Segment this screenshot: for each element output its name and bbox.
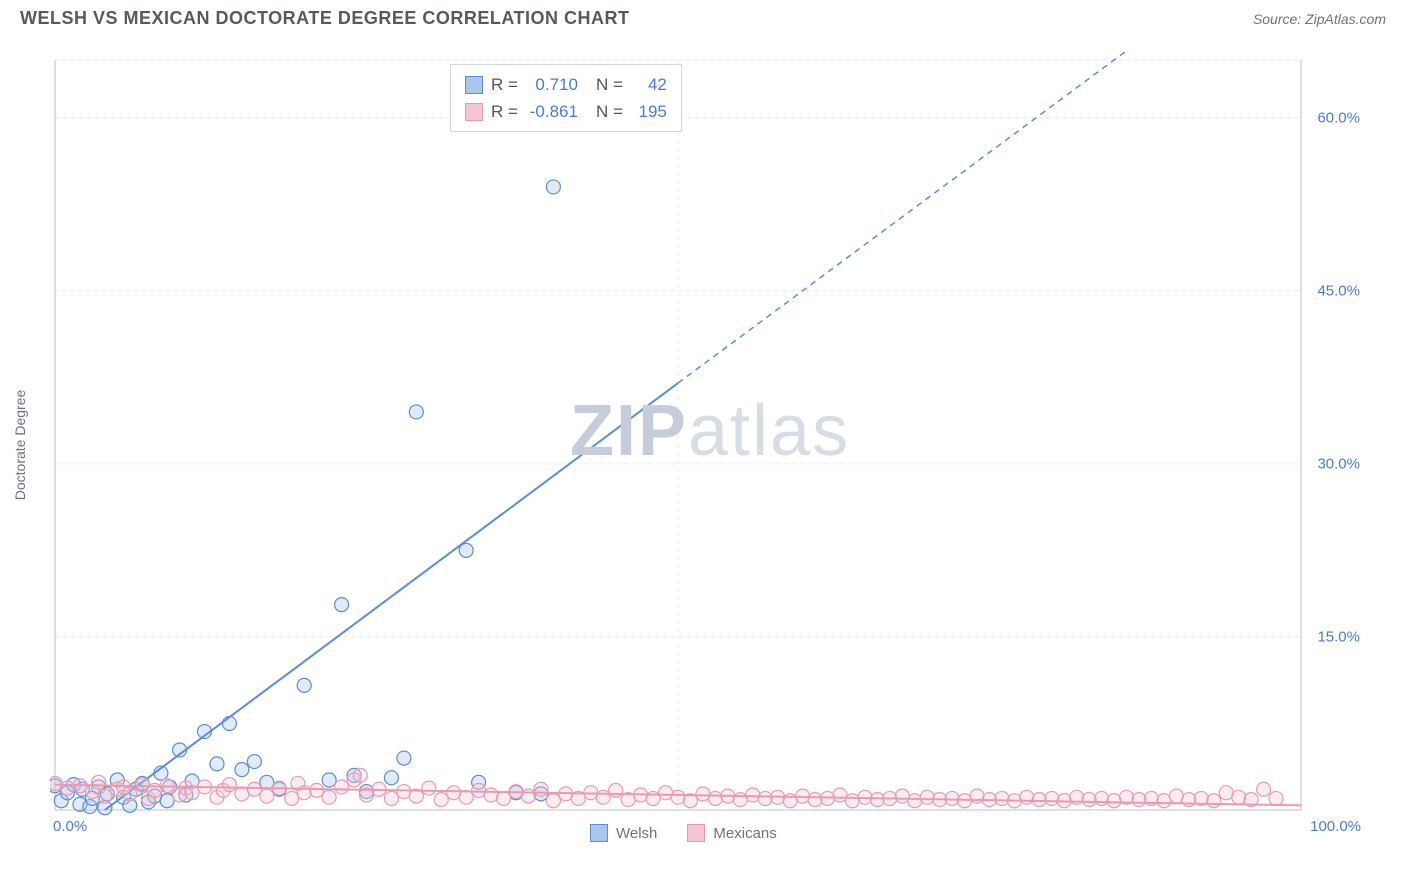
legend-item: Welsh: [590, 824, 657, 842]
legend-swatch: [465, 76, 483, 94]
scatter-plot: [50, 50, 1366, 840]
header: WELSH VS MEXICAN DOCTORATE DEGREE CORREL…: [0, 0, 1406, 33]
chart-area: Doctorate Degree ZIPatlas R =0.710N =42R…: [50, 50, 1366, 840]
chart-title: WELSH VS MEXICAN DOCTORATE DEGREE CORREL…: [20, 8, 630, 29]
ytick-label: 30.0%: [1317, 455, 1360, 472]
xtick-label: 100.0%: [1310, 818, 1361, 835]
ytick-label: 15.0%: [1317, 628, 1360, 645]
ytick-label: 45.0%: [1317, 282, 1360, 299]
stat-r-label: R =: [491, 71, 518, 98]
xtick-label: 0.0%: [53, 818, 87, 835]
legend-swatch: [465, 103, 483, 121]
legend-item: Mexicans: [687, 824, 776, 842]
stat-r-value: -0.861: [526, 98, 578, 125]
stat-r-value: 0.710: [526, 71, 578, 98]
legend-swatch: [590, 824, 608, 842]
bottom-legend: Welsh Mexicans: [590, 824, 777, 842]
stat-n-label: N =: [596, 98, 623, 125]
stats-box: R = 0.710 N = 42 R = -0.861 N = 195: [450, 64, 682, 132]
stat-r-label: R =: [491, 98, 518, 125]
stat-n-value: 195: [631, 98, 667, 125]
stat-n-value: 42: [631, 71, 667, 98]
stats-row: R = 0.710 N = 42: [465, 71, 667, 98]
stats-row: R = -0.861 N = 195: [465, 98, 667, 125]
legend-swatch: [687, 824, 705, 842]
source-label: Source: ZipAtlas.com: [1253, 11, 1386, 27]
legend-label: Welsh: [616, 825, 657, 842]
legend-label: Mexicans: [713, 825, 776, 842]
y-axis-label: Doctorate Degree: [12, 390, 28, 501]
ytick-label: 60.0%: [1317, 109, 1360, 126]
stat-n-label: N =: [596, 71, 623, 98]
